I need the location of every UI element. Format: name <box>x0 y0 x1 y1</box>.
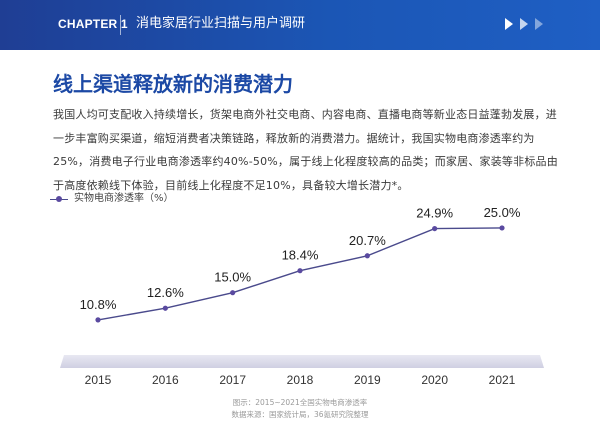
data-labels: 10.8% 12.6% 15.0% 18.4% 20.7% 24.9% 25.0% <box>80 205 521 312</box>
chapter-label: CHAPTER 1 <box>58 17 128 31</box>
chapter-title: 消电家居行业扫描与用户调研 <box>136 16 306 31</box>
chapter-header: CHAPTER 1 消电家居行业扫描与用户调研 <box>0 0 600 50</box>
legend-label: 实物电商渗透率（%） <box>74 193 174 204</box>
data-point-2021 <box>499 225 505 231</box>
chart-base-platform <box>60 355 544 368</box>
data-label-2017: 15.0% <box>214 270 251 285</box>
data-label-2018: 18.4% <box>282 248 319 263</box>
x-tick-2019: 2019 <box>354 373 381 387</box>
x-tick-2015: 2015 <box>85 373 112 387</box>
x-tick-2017: 2017 <box>219 373 246 387</box>
x-tick-2021: 2021 <box>489 373 516 387</box>
data-point-2020 <box>432 225 438 232</box>
series-line <box>97 227 503 321</box>
play-arrow-icon <box>505 18 513 30</box>
data-point-2015 <box>95 317 101 323</box>
data-label-2020: 24.9% <box>416 206 453 221</box>
x-tick-2018: 2018 <box>287 373 314 387</box>
header-divider <box>120 15 121 35</box>
data-point-2018 <box>297 268 303 274</box>
play-arrow-icon <box>535 18 543 30</box>
data-point-2017 <box>230 290 236 296</box>
data-point-2016 <box>162 305 168 311</box>
penetration-line-chart: 10.8% 12.6% 15.0% 18.4% 20.7% 24.9% 25.0% 2015… <box>60 205 544 387</box>
data-label-2016: 12.6% <box>147 285 184 300</box>
data-label-2021: 25.0% <box>484 205 521 220</box>
figure-caption: 图示：2015~2021全国实物电商渗透率 <box>232 398 368 407</box>
section-title: 线上渠道释放新的消费潜力 <box>53 72 293 96</box>
data-label-2015: 10.8% <box>80 297 117 312</box>
data-label-2019: 20.7% <box>349 233 386 248</box>
x-tick-2020: 2020 <box>421 373 448 387</box>
play-arrow-icon <box>520 18 528 30</box>
source-caption: 数据来源：国家统计局，36氪研究院整理 <box>231 410 369 419</box>
series-markers <box>95 225 505 323</box>
section-paragraph: 我国人均可支配收入持续增长，货架电商外社交电商、内容电商、直播电商等新业态日益蓬… <box>53 108 558 192</box>
legend-marker <box>56 196 62 202</box>
x-axis-ticks: 2015 2016 2017 2018 2019 2020 2021 <box>85 373 516 387</box>
data-point-2019 <box>364 253 370 259</box>
x-tick-2016: 2016 <box>152 373 179 387</box>
